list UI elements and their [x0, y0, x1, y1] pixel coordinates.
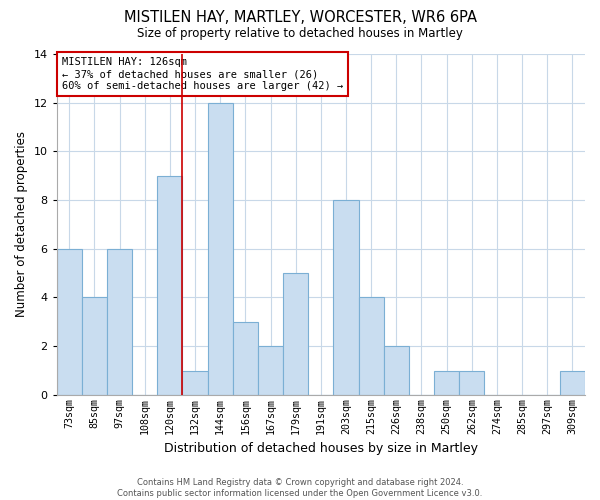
Bar: [434, 370, 459, 395]
Bar: [459, 370, 484, 395]
Bar: [57, 249, 82, 395]
Bar: [258, 346, 283, 395]
Bar: [157, 176, 182, 395]
Bar: [560, 370, 585, 395]
Bar: [359, 298, 384, 395]
X-axis label: Distribution of detached houses by size in Martley: Distribution of detached houses by size …: [164, 442, 478, 455]
Bar: [82, 298, 107, 395]
Text: Contains HM Land Registry data © Crown copyright and database right 2024.
Contai: Contains HM Land Registry data © Crown c…: [118, 478, 482, 498]
Bar: [208, 102, 233, 395]
Text: Size of property relative to detached houses in Martley: Size of property relative to detached ho…: [137, 28, 463, 40]
Text: MISTILEN HAY: 126sqm
← 37% of detached houses are smaller (26)
60% of semi-detac: MISTILEN HAY: 126sqm ← 37% of detached h…: [62, 58, 343, 90]
Bar: [283, 273, 308, 395]
Bar: [384, 346, 409, 395]
Text: MISTILEN HAY, MARTLEY, WORCESTER, WR6 6PA: MISTILEN HAY, MARTLEY, WORCESTER, WR6 6P…: [124, 10, 476, 25]
Bar: [107, 249, 132, 395]
Y-axis label: Number of detached properties: Number of detached properties: [15, 132, 28, 318]
Bar: [182, 370, 208, 395]
Bar: [334, 200, 359, 395]
Bar: [233, 322, 258, 395]
